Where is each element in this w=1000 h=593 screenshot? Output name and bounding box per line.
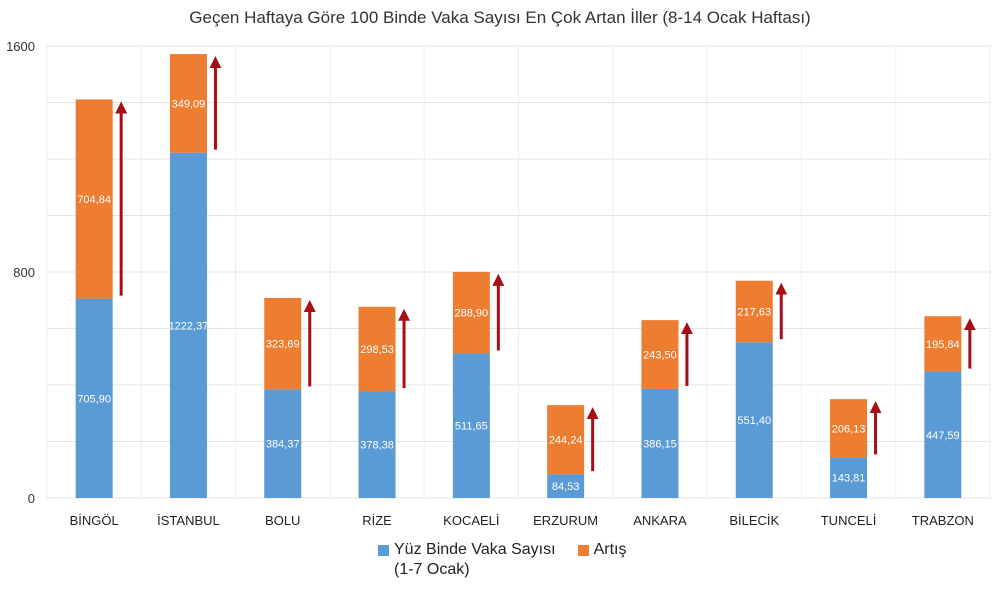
legend-swatch-increase — [577, 545, 589, 556]
bar-increase — [264, 297, 302, 390]
bar-cases — [75, 298, 113, 498]
x-tick-label: ERZURUM — [533, 513, 598, 528]
bar-increase — [358, 306, 396, 392]
legend-label-cases-line1: Yüz Binde Vaka Sayısı — [394, 541, 556, 558]
x-tick-label: BİNGÖL — [70, 513, 119, 528]
bar-cases — [264, 389, 302, 498]
data-label: 705,90 — [77, 393, 111, 405]
data-label: 195,84 — [926, 339, 960, 351]
bar-increase — [735, 280, 773, 343]
data-label: 551,40 — [737, 415, 771, 427]
data-label: 244,24 — [549, 435, 583, 447]
bar-increase — [75, 99, 113, 299]
data-label: 288,90 — [455, 308, 489, 320]
legend: Yüz Binde Vaka Sayısı (1-7 Ocak) Artış — [378, 540, 626, 580]
x-tick-label: TUNCELİ — [821, 513, 877, 528]
bar-cases — [924, 371, 962, 498]
bar-cases — [452, 353, 490, 498]
legend-swatch-cases — [378, 545, 389, 556]
data-label: 378,38 — [360, 440, 394, 452]
data-label: 384,37 — [266, 439, 300, 451]
bar-increase — [169, 54, 207, 153]
bar-cases — [358, 391, 396, 498]
bar-cases — [830, 457, 868, 498]
bar-increase — [830, 399, 868, 458]
bar-cases — [735, 342, 773, 498]
bar-increase — [547, 405, 585, 475]
data-label: 206,13 — [832, 423, 866, 435]
data-label: 349,09 — [172, 98, 206, 110]
y-tick-label: 800 — [13, 265, 35, 280]
y-tick-label: 1600 — [6, 39, 35, 54]
bar-increase — [641, 320, 679, 389]
bar-cases — [169, 152, 207, 498]
bar-increase — [924, 316, 962, 372]
bar-cases — [547, 474, 585, 498]
data-label: 298,53 — [360, 344, 394, 356]
data-label: 511,65 — [455, 421, 488, 433]
data-label: 143,81 — [832, 473, 866, 485]
data-label: 1222,37 — [169, 320, 209, 332]
bar-cases — [641, 388, 679, 498]
x-tick-label: RİZE — [362, 513, 392, 528]
x-tick-label: KOCAELİ — [443, 513, 499, 528]
y-tick-label: 0 — [28, 491, 35, 506]
data-label: 243,50 — [643, 350, 677, 362]
data-label: 217,63 — [737, 306, 771, 318]
bar-increase — [452, 271, 490, 354]
data-label: 447,59 — [926, 430, 960, 442]
x-tick-label: BİLECİK — [729, 513, 779, 528]
x-tick-label: BOLU — [265, 513, 300, 528]
chart-title: Geçen Haftaya Göre 100 Binde Vaka Sayısı… — [189, 8, 811, 27]
data-label: 323,69 — [266, 339, 300, 351]
x-tick-label: ANKARA — [633, 513, 687, 528]
data-label: 84,53 — [552, 481, 580, 493]
data-label: 386,15 — [643, 438, 677, 450]
legend-item-increase: Artış — [577, 540, 627, 580]
legend-label-cases-line2: (1-7 Ocak) — [394, 561, 470, 578]
x-tick-label: TRABZON — [912, 513, 974, 528]
data-label: 704,84 — [77, 194, 111, 206]
legend-label-increase: Artış — [593, 541, 627, 558]
legend-item-cases: Yüz Binde Vaka Sayısı (1-7 Ocak) — [378, 540, 556, 580]
x-tick-label: İSTANBUL — [157, 513, 220, 528]
